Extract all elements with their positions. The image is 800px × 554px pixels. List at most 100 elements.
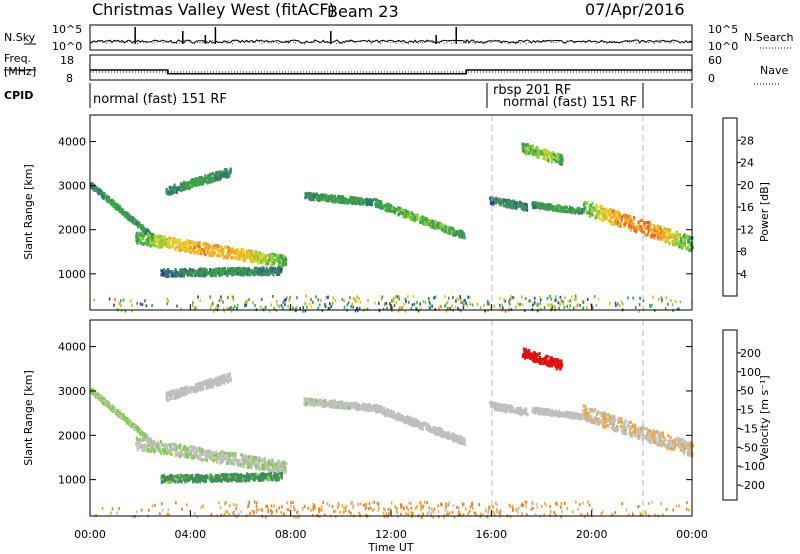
scatter-cell (260, 268, 263, 273)
scatter-cell (274, 471, 277, 476)
near-range-cell (523, 309, 526, 313)
scatter-cell (179, 274, 182, 278)
near-range-cell (296, 296, 298, 300)
scatter-cell (622, 214, 625, 218)
scatter-cell (205, 479, 208, 483)
scatter-cell (244, 474, 247, 478)
scatter-cell (332, 198, 335, 202)
scatter-cell (114, 206, 117, 210)
near-range-cell (191, 304, 194, 308)
scatter-cell (329, 197, 332, 201)
scatter-cell (138, 446, 142, 450)
near-range-cell (285, 297, 287, 301)
scatter-cell (196, 269, 199, 273)
scatter-cell (238, 475, 241, 480)
scatter-cell (222, 250, 225, 254)
scatter-cell (330, 194, 333, 198)
scatter-cell (212, 248, 215, 252)
scatter-cell (203, 249, 206, 253)
scatter-cell (586, 209, 589, 213)
scatter-cell (186, 238, 189, 243)
scatter-cell (217, 456, 220, 460)
scatter-cell (135, 238, 138, 242)
scatter-cell (650, 234, 653, 238)
scatter-cell (523, 202, 526, 206)
near-range-cell (243, 304, 246, 308)
scatter-cell (104, 193, 107, 197)
scatter-cell (170, 475, 174, 479)
near-range-cell (385, 301, 388, 305)
scatter-cell (217, 176, 220, 180)
scatter-cell (316, 195, 319, 200)
scatter-cell (567, 209, 570, 214)
scatter-cell (261, 254, 264, 258)
scatter-cell (107, 198, 110, 202)
scatter-cell (683, 241, 687, 245)
scatter-cell (562, 206, 565, 210)
scatter-cell (207, 249, 210, 253)
scatter-cell (637, 222, 640, 226)
scatter-cell (228, 170, 231, 174)
scatter-cell (165, 396, 168, 400)
near-range-cell (358, 296, 360, 300)
scatter-cell (180, 452, 183, 456)
near-range-cell (282, 300, 284, 304)
scatter-cell (248, 256, 251, 260)
scatter-cell (173, 183, 176, 187)
scatter-cell (675, 230, 678, 234)
scatter-cell (491, 201, 495, 205)
scatter-cell (169, 270, 173, 274)
near-range-cell (332, 296, 334, 300)
scatter-cell (171, 188, 174, 192)
near-range-cell (318, 303, 321, 307)
scatter-cell (234, 452, 237, 456)
scatter-cell (182, 447, 185, 451)
near-range-cell (674, 300, 677, 304)
near-range-cell (518, 303, 520, 307)
scatter-cell (254, 250, 257, 254)
scatter-cell (632, 226, 635, 230)
scatter-cell (237, 461, 241, 465)
nave-right-tick-top: 60 (708, 54, 722, 67)
scatter-cell (154, 235, 157, 240)
scatter-cell (525, 202, 528, 207)
scatter-cell (591, 213, 594, 217)
near-range-cell (139, 302, 142, 306)
scatter-cell (651, 231, 654, 235)
near-range-cell (357, 309, 359, 313)
scatter-cell (160, 245, 164, 249)
scatter-cell (266, 461, 269, 466)
scatter-cell (526, 143, 529, 147)
scatter-cell (166, 239, 169, 243)
near-range-cell (131, 303, 133, 307)
scatter-cell (109, 405, 112, 409)
scatter-cell (178, 185, 181, 190)
colorbar-tick-label: 8 (740, 246, 747, 259)
scatter-cell (155, 444, 159, 448)
near-range-cell (554, 306, 557, 310)
scatter-cell (174, 270, 177, 274)
scatter-cell (648, 227, 651, 231)
scatter-cell (687, 238, 690, 242)
scatter-cell (248, 269, 251, 273)
near-range-cell (278, 305, 280, 309)
scatter-cell (560, 154, 563, 158)
scatter-cell (238, 267, 241, 271)
scatter-cell (181, 474, 184, 478)
scatter-cell (150, 233, 153, 237)
near-range-cell (554, 295, 557, 299)
near-range-cell (550, 304, 552, 308)
scatter-cell (631, 223, 634, 227)
scatter-cell (553, 152, 556, 156)
scatter-cell (551, 206, 554, 210)
scatter-cell (201, 248, 204, 252)
near-range-cell (131, 309, 133, 313)
scatter-cell (616, 218, 619, 222)
scatter-cell (678, 241, 681, 245)
scatter-cell (211, 268, 214, 272)
scatter-cell (217, 244, 220, 248)
scatter-cell (137, 441, 140, 445)
near-range-cell (434, 307, 436, 311)
noise-right-label: N.Search (744, 31, 794, 44)
scatter-cell (234, 250, 237, 255)
